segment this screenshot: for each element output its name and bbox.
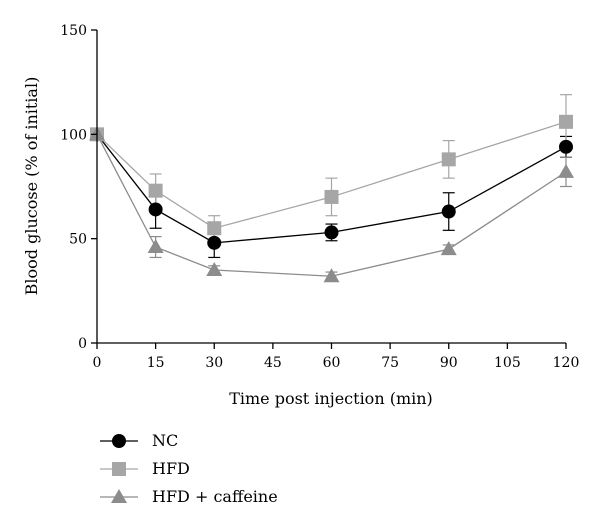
y-axis-ticks: 0 50 100 150: [60, 23, 97, 352]
series-line-hfd: [96, 121, 567, 229]
x-axis-ticks: 0 15 30 45 60 75 90 105 120: [93, 343, 580, 371]
legend-marker-hfd-caffeine: [111, 489, 127, 503]
y-axis-label: Blood glucose (% of initial): [22, 77, 41, 296]
legend-label-nc: NC: [152, 431, 178, 450]
series-line-hfd-caffeine: [96, 134, 567, 277]
y-tick-label: 0: [78, 336, 87, 352]
x-tick-label: 90: [440, 355, 458, 371]
y-tick-label: 100: [60, 127, 87, 143]
data-point-nc: [148, 202, 163, 217]
y-tick-label: 50: [69, 232, 87, 248]
y-tick-label: 150: [60, 23, 87, 39]
x-tick-label: 15: [147, 355, 165, 371]
legend: NC HFD HFD + caffeine: [100, 431, 278, 506]
x-tick-label: 30: [205, 355, 223, 371]
data-markers: [89, 114, 574, 283]
data-point-nc: [207, 235, 222, 250]
legend-marker-hfd: [112, 462, 126, 476]
data-point-hfd: [441, 152, 456, 167]
data-point-hfd-caffeine: [558, 163, 574, 178]
x-tick-label: 120: [553, 355, 580, 371]
data-point-hfd-caffeine: [206, 261, 223, 276]
x-tick-label: 0: [93, 355, 102, 371]
data-point-hfd: [559, 114, 573, 129]
x-tick-label: 75: [381, 355, 399, 371]
x-tick-label: 60: [323, 355, 341, 371]
series-lines: [96, 121, 567, 277]
legend-marker-nc: [112, 434, 126, 448]
data-point-nc: [324, 225, 339, 240]
data-point-nc: [559, 139, 573, 154]
data-point-hfd: [148, 183, 163, 198]
data-point-nc: [441, 204, 456, 219]
legend-label-hfd: HFD: [152, 459, 190, 478]
data-point-hfd-caffeine: [323, 268, 340, 283]
x-tick-label: 45: [264, 355, 282, 371]
series-line-nc: [96, 133, 567, 244]
data-point-hfd-caffeine: [147, 239, 164, 254]
x-axis-label: Time post injection (min): [229, 389, 433, 408]
x-tick-label: 105: [494, 355, 521, 371]
data-point-hfd: [324, 189, 339, 204]
data-point-hfd: [207, 221, 222, 236]
legend-label-hfd-caffeine: HFD + caffeine: [152, 487, 278, 506]
data-point-hfd-caffeine: [440, 241, 457, 256]
